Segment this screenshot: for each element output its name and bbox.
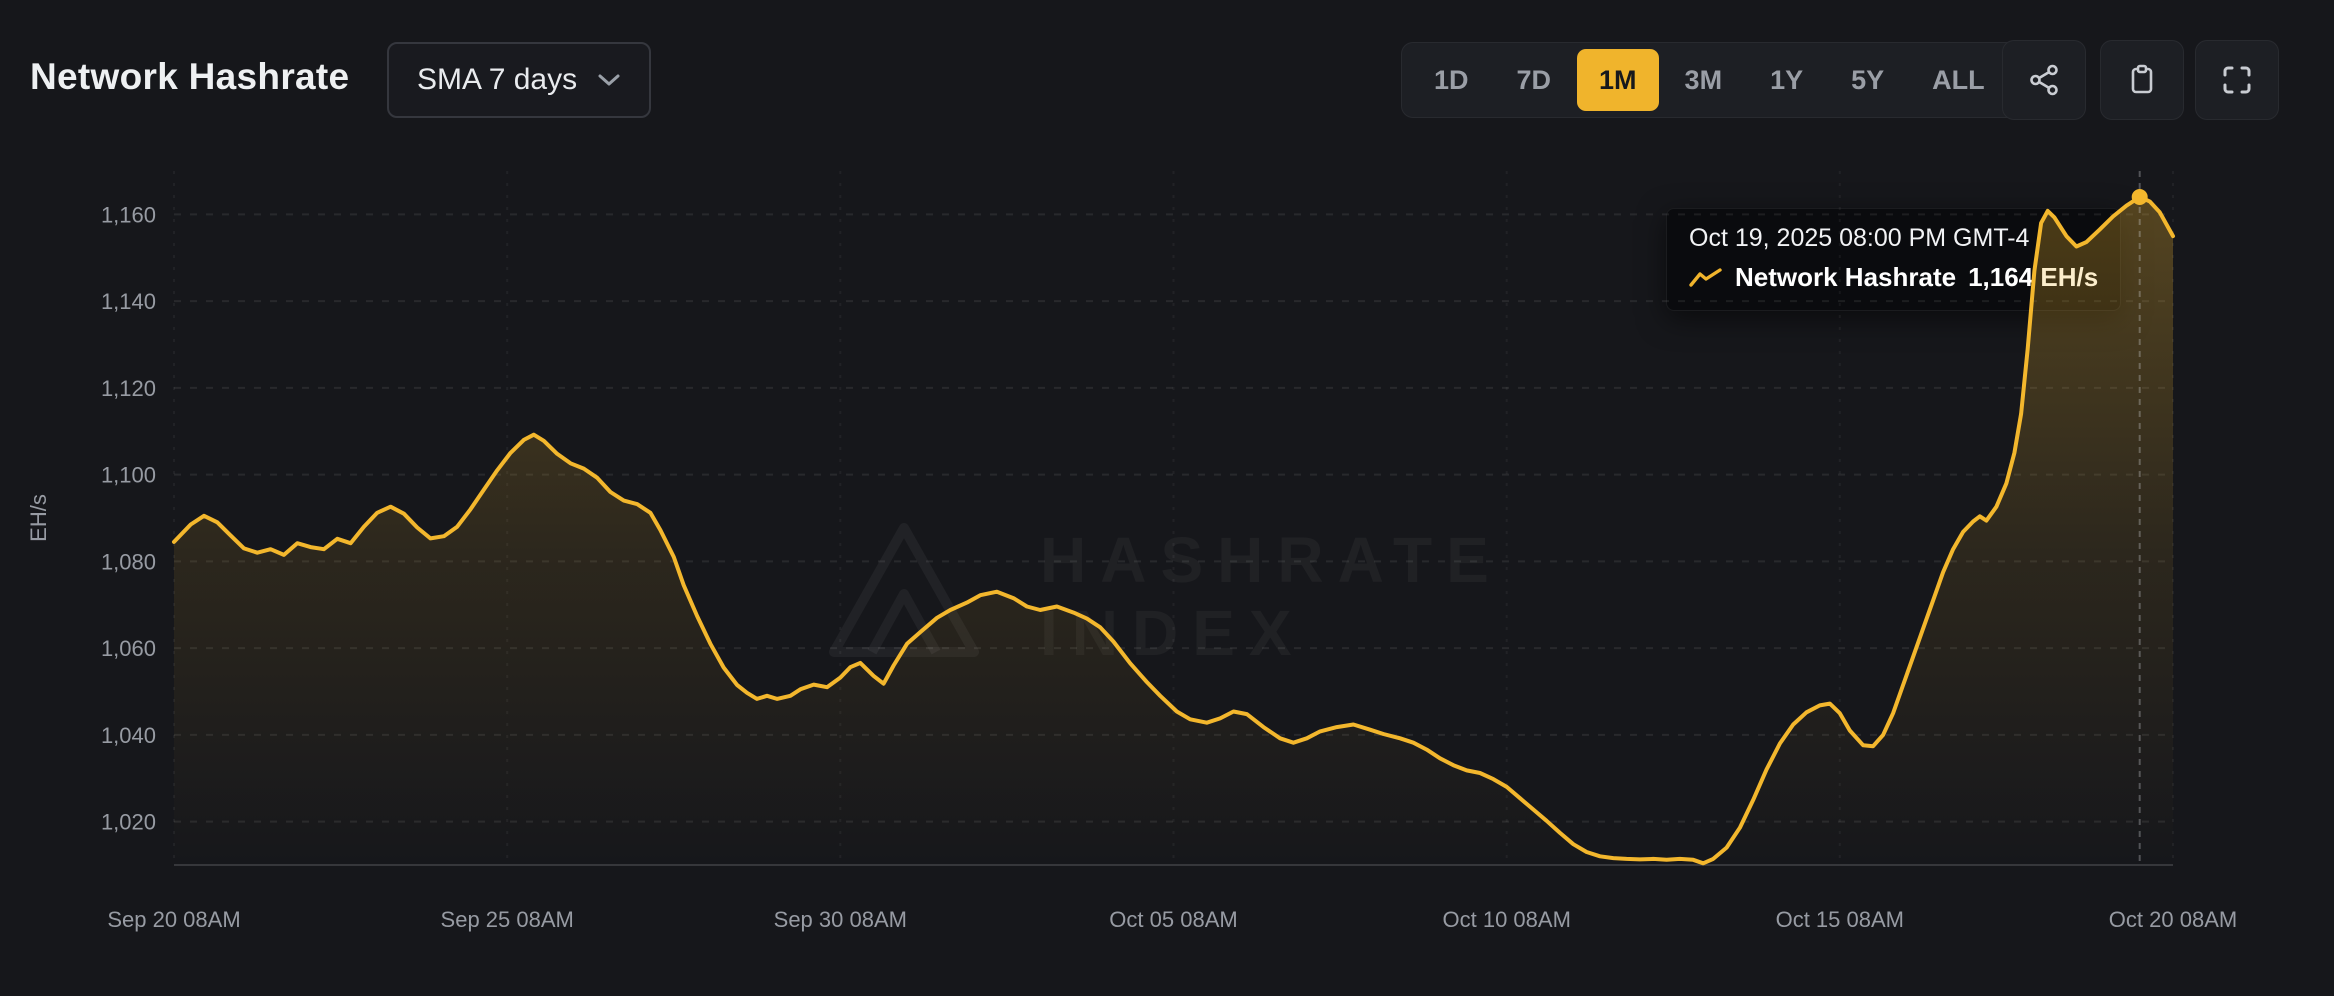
- clipboard-icon: [2131, 64, 2153, 94]
- y-axis-label: EH/s: [26, 494, 51, 542]
- range-selector: 1D 7D 1M 3M 1Y 5Y ALL: [1401, 42, 2018, 118]
- y-tick-label: 1,100: [101, 463, 156, 488]
- x-tick-label: Sep 20 08AM: [107, 907, 240, 932]
- y-tick-label: 1,160: [101, 202, 156, 227]
- x-tick-label: Oct 05 08AM: [1109, 907, 1237, 932]
- range-button-all[interactable]: ALL: [1910, 49, 2006, 111]
- tooltip-value: 1,164 EH/s: [1968, 262, 2099, 292]
- range-button-5y[interactable]: 5Y: [1829, 49, 1906, 111]
- sma-period-label: SMA 7 days: [417, 63, 578, 96]
- fullscreen-button[interactable]: [2195, 40, 2279, 120]
- watermark: HASHRATE INDEX: [826, 518, 1503, 670]
- chevron-down-icon: [598, 74, 620, 86]
- share-icon: [2030, 64, 2058, 96]
- y-tick-label: 1,140: [101, 289, 156, 314]
- range-button-7d[interactable]: 7D: [1495, 49, 1574, 111]
- y-tick-label: 1,060: [101, 636, 156, 661]
- watermark-text: HASHRATE INDEX: [1040, 524, 1503, 670]
- tooltip-date: Oct 19, 2025 08:00 PM GMT-4: [1689, 224, 2030, 252]
- watermark-line2: INDEX: [1040, 597, 1503, 670]
- x-tick-label: Oct 10 08AM: [1443, 907, 1571, 932]
- fullscreen-icon: [2223, 66, 2251, 94]
- x-tick-label: Sep 30 08AM: [774, 907, 907, 932]
- sma-period-dropdown[interactable]: SMA 7 days: [387, 42, 652, 118]
- y-tick-label: 1,120: [101, 376, 156, 401]
- y-tick-label: 1,080: [101, 549, 156, 574]
- chart-tooltip: Oct 19, 2025 08:00 PM GMT-4 Network Hash…: [1666, 208, 2122, 311]
- x-tick-label: Oct 20 08AM: [2109, 907, 2237, 932]
- page-title: Network Hashrate: [30, 56, 350, 97]
- x-tick-label: Sep 25 08AM: [441, 907, 574, 932]
- hashrate-index-logo-icon: [829, 523, 979, 657]
- tooltip-series-name: Network Hashrate: [1735, 262, 1957, 292]
- x-tick-label: Oct 15 08AM: [1776, 907, 1904, 932]
- watermark-line1: HASHRATE: [1040, 524, 1503, 597]
- clipboard-button[interactable]: [2100, 40, 2184, 120]
- y-tick-label: 1,020: [101, 810, 156, 835]
- range-button-3m[interactable]: 3M: [1663, 49, 1745, 111]
- tooltip-series-row: Network Hashrate 1,164 EH/s: [1689, 262, 2098, 293]
- series-line-icon: [1689, 267, 1722, 287]
- share-button[interactable]: [2002, 40, 2086, 120]
- y-tick-label: 1,040: [101, 723, 156, 748]
- range-button-1y[interactable]: 1Y: [1748, 49, 1825, 111]
- marker-dot: [2131, 189, 2148, 205]
- range-button-1m[interactable]: 1M: [1577, 49, 1659, 111]
- range-button-1d[interactable]: 1D: [1412, 49, 1491, 111]
